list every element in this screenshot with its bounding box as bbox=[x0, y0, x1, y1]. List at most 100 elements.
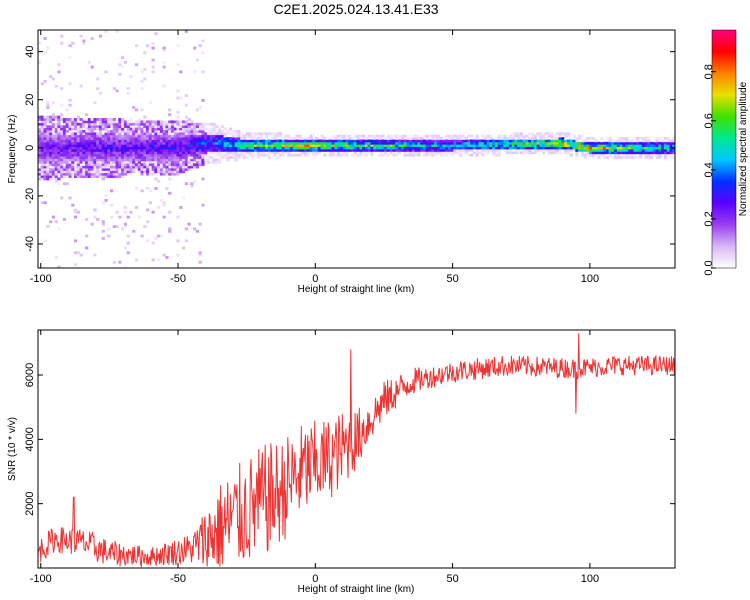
heatmap-cell bbox=[51, 141, 56, 145]
heatmap-cell bbox=[143, 127, 147, 131]
heatmap-cell bbox=[46, 168, 50, 171]
heatmap-cell bbox=[126, 170, 130, 174]
heatmap-cell bbox=[204, 132, 208, 136]
heatmap-cell bbox=[115, 137, 119, 140]
heatmap-cell bbox=[218, 146, 222, 150]
heatmap-cell bbox=[234, 144, 238, 148]
heatmap-cell bbox=[110, 120, 114, 124]
heatmap-cell bbox=[68, 168, 72, 171]
heatmap-cell bbox=[107, 175, 111, 178]
heatmap-cell bbox=[129, 129, 133, 133]
heatmap-cell bbox=[187, 137, 191, 140]
heatmap-cell bbox=[165, 122, 169, 126]
heatmap-cell bbox=[193, 125, 197, 128]
heatmap-cell bbox=[378, 149, 382, 152]
snr-x-tick-label: 100 bbox=[581, 573, 599, 585]
heatmap-cell bbox=[378, 153, 382, 157]
heatmap-cell bbox=[256, 137, 260, 140]
heatmap-cell bbox=[281, 153, 285, 157]
heatmap-cell bbox=[165, 146, 169, 150]
heatmap-cell bbox=[508, 141, 512, 145]
heatmap-cell bbox=[85, 127, 89, 131]
heatmap-cell bbox=[115, 146, 119, 150]
heatmap-cell bbox=[148, 201, 152, 205]
heatmap-cell bbox=[602, 151, 607, 155]
heatmap-cell bbox=[326, 153, 330, 157]
heatmap-cell bbox=[314, 137, 319, 140]
heatmap-cell bbox=[627, 149, 632, 152]
heatmap-cell bbox=[422, 153, 427, 157]
heatmap-cell bbox=[126, 146, 130, 150]
heatmap-cell bbox=[434, 146, 438, 150]
heatmap-cell bbox=[68, 149, 72, 152]
heatmap-cell bbox=[450, 144, 454, 148]
heatmap-cell bbox=[503, 139, 507, 143]
heatmap-cell bbox=[74, 210, 78, 214]
heatmap-cell bbox=[511, 151, 515, 155]
heatmap-cell bbox=[46, 144, 50, 148]
heatmap-cell bbox=[140, 146, 144, 150]
heatmap-cell bbox=[317, 141, 321, 145]
heatmap-cell bbox=[265, 153, 269, 157]
heatmap-cell bbox=[248, 153, 252, 157]
heatmap-cell bbox=[625, 146, 629, 150]
heatmap-cell bbox=[409, 141, 413, 145]
heatmap-cell bbox=[497, 149, 501, 152]
heatmap-cell bbox=[154, 120, 158, 124]
heatmap-cell bbox=[417, 137, 421, 140]
heatmap-cell bbox=[234, 134, 238, 138]
heatmap-cell bbox=[215, 125, 219, 128]
heatmap-cell bbox=[483, 146, 488, 150]
heatmap-cell bbox=[140, 149, 144, 152]
heatmap-cell bbox=[198, 137, 202, 140]
heatmap-cell bbox=[414, 151, 418, 155]
snr-x-tick-label: 50 bbox=[446, 573, 458, 585]
heatmap-cell bbox=[550, 139, 554, 143]
heatmap-cell bbox=[672, 149, 675, 152]
heatmap-cell bbox=[331, 134, 335, 138]
heatmap-cell bbox=[428, 141, 432, 145]
heatmap-cell bbox=[146, 158, 150, 162]
heatmap-cell bbox=[134, 163, 139, 167]
heatmap-cell bbox=[46, 118, 50, 121]
heatmap-cell bbox=[561, 141, 565, 145]
heatmap-cell bbox=[176, 115, 180, 119]
heatmap-cell bbox=[350, 149, 355, 152]
heatmap-cell bbox=[107, 127, 111, 131]
heatmap-cell bbox=[38, 151, 42, 155]
heatmap-cell bbox=[550, 149, 554, 152]
heatmap-cell bbox=[173, 160, 177, 164]
heatmap-cell bbox=[331, 144, 335, 148]
heatmap-cell bbox=[71, 127, 75, 131]
heatmap-cell bbox=[85, 144, 89, 148]
heatmap-cell bbox=[46, 46, 50, 50]
heatmap-cell bbox=[190, 137, 194, 140]
heatmap-cell bbox=[82, 168, 86, 171]
heatmap-cell bbox=[564, 146, 568, 150]
heatmap-cell bbox=[60, 137, 64, 140]
heatmap-cell bbox=[65, 158, 69, 162]
heatmap-cell bbox=[414, 141, 418, 145]
heatmap-cell bbox=[170, 172, 175, 176]
heatmap-cell bbox=[525, 151, 529, 155]
heatmap-cell bbox=[179, 151, 183, 155]
heatmap-cell bbox=[184, 125, 188, 128]
heatmap-cell bbox=[298, 149, 302, 152]
heatmap-cell bbox=[384, 146, 388, 150]
heatmap-cell bbox=[151, 156, 155, 159]
heatmap-cell bbox=[184, 182, 188, 186]
heatmap-cell bbox=[90, 158, 94, 162]
heatmap-cell bbox=[148, 120, 152, 124]
heatmap-cell bbox=[666, 151, 670, 155]
heatmap-cell bbox=[517, 151, 521, 155]
heatmap-cell bbox=[411, 137, 416, 140]
heatmap-cell bbox=[54, 149, 58, 152]
heatmap-cell bbox=[54, 170, 58, 174]
heatmap-cell bbox=[71, 172, 75, 176]
heatmap-cell bbox=[298, 146, 302, 150]
heatmap-cell bbox=[87, 127, 92, 131]
heatmap-cell bbox=[326, 146, 330, 150]
heatmap-cell bbox=[398, 134, 402, 138]
heatmap-cell bbox=[82, 137, 86, 140]
heatmap-cell bbox=[51, 168, 56, 171]
